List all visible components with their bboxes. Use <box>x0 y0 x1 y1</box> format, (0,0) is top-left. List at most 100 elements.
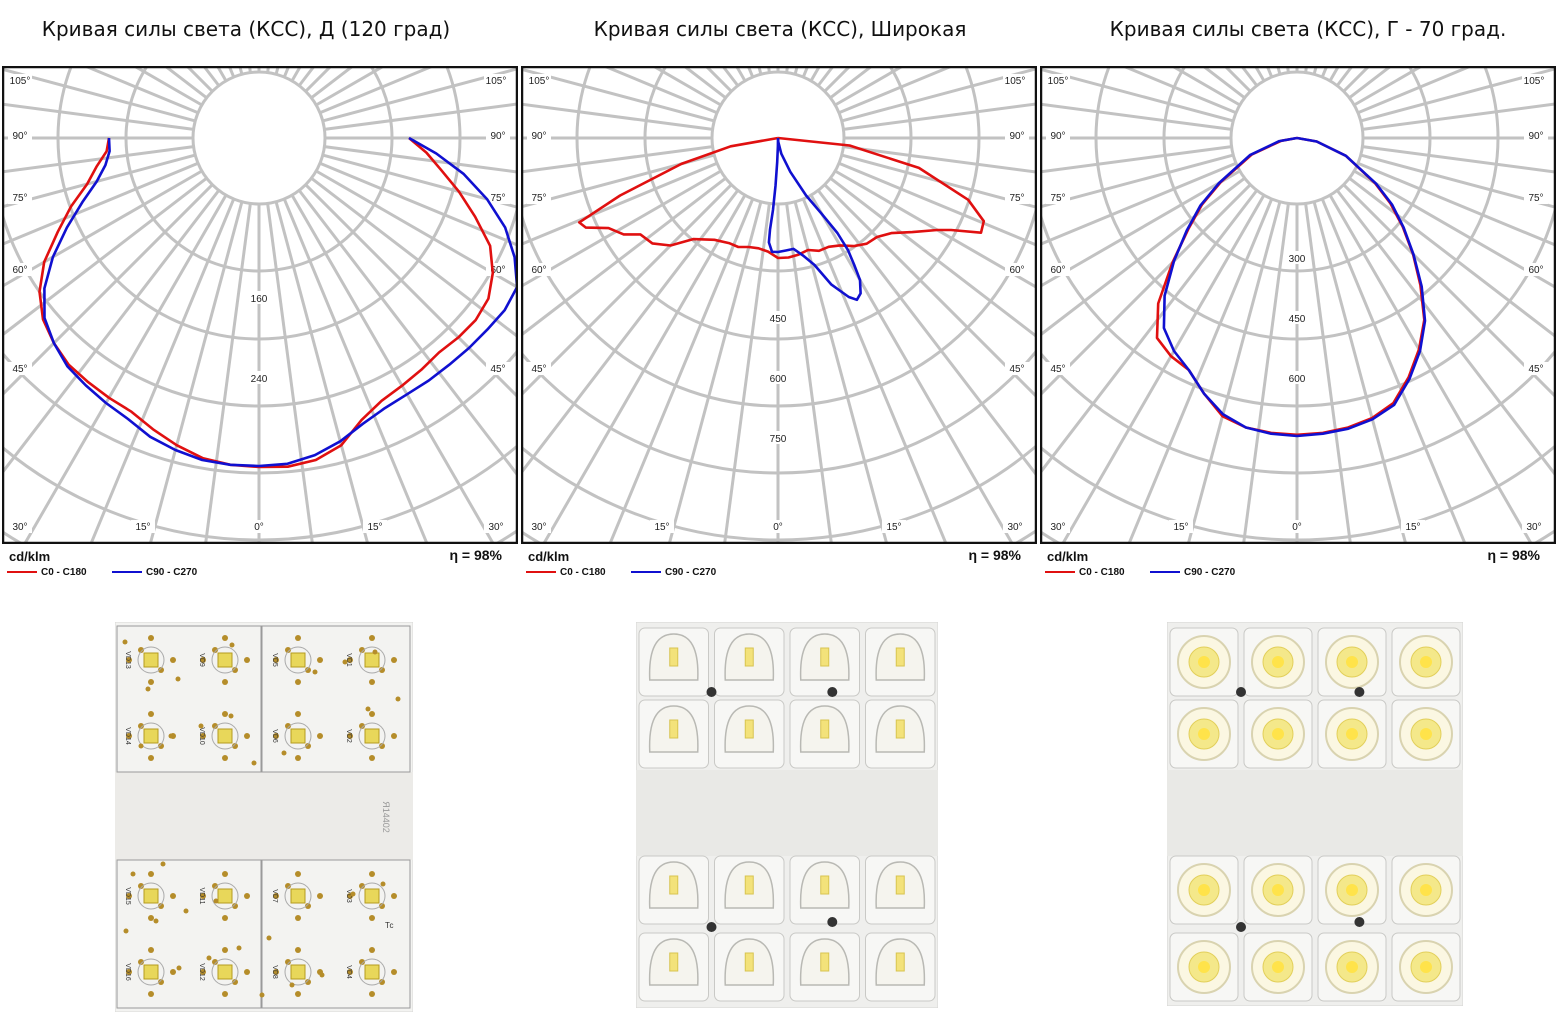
solder-pad <box>273 893 279 899</box>
grid-spoke <box>3 169 203 288</box>
led-emitter <box>1272 728 1284 740</box>
angle-tick-label: 60° <box>1009 265 1024 276</box>
angle-label-bg <box>1524 362 1548 375</box>
solder-pad <box>222 871 228 877</box>
chart-title-1: Кривая силы света (КСС), Д (120 град) <box>41 17 451 41</box>
led-outline <box>211 722 239 750</box>
solder-pad <box>183 908 189 914</box>
solder-pad <box>212 959 218 965</box>
led-chip <box>364 888 380 904</box>
solder-pad <box>232 667 238 673</box>
solder-pad <box>158 667 164 673</box>
led-board-lens-narrow-drawing <box>1167 622 1463 1006</box>
led-chip <box>290 888 306 904</box>
polar-chart-panel-1: 105° 90° 75° 60° 45° 30° 15° 0° 15° 30° 45° 60° 75° 9… <box>2 66 518 544</box>
solder-pad <box>273 657 279 663</box>
polar-chart-1: 105° 90° 75° 60° 45° 30° 15° 0° 15° 30° 45° 60° 75° 9… <box>2 66 518 544</box>
solder-pad <box>305 903 311 909</box>
led-chip <box>143 888 159 904</box>
grid-spoke <box>322 67 517 123</box>
solder-pad <box>342 659 348 665</box>
radial-label-bg <box>246 291 272 304</box>
solder-pad <box>148 679 154 685</box>
led-designator: VD2 <box>345 729 352 743</box>
angle-tick-label: 75° <box>1528 193 1543 204</box>
angle-tick-label: 30° <box>488 522 503 533</box>
angle-label-bg <box>1524 191 1548 204</box>
grid-spoke <box>23 194 228 543</box>
led-board-photo-lens-narrow <box>1167 622 1463 1006</box>
grid-spoke <box>3 189 221 475</box>
legend-swatch-red <box>526 571 556 573</box>
legend-swatch-red <box>1045 571 1075 573</box>
angle-tick-label: 15° <box>135 522 150 533</box>
grid-spoke <box>1242 203 1290 543</box>
angle-label-bg <box>650 520 674 533</box>
angle-tick-label: 45° <box>531 364 546 375</box>
grid-spoke <box>3 153 196 209</box>
grid-spoke <box>1041 161 1237 246</box>
grid-spoke <box>522 189 740 475</box>
grid-spoke <box>290 194 495 543</box>
solder-pad <box>359 723 365 729</box>
grid-spoke <box>319 161 517 247</box>
angle-label-bg <box>8 191 32 204</box>
legend-item-c90: C90 - C270 <box>631 565 716 579</box>
grid-spoke <box>319 67 435 115</box>
led-outline <box>284 958 312 986</box>
grid-spoke <box>1353 169 1555 289</box>
thermal-point-label: Тс <box>385 921 393 930</box>
solder-pad <box>158 743 164 749</box>
solder-pad <box>295 915 301 921</box>
solder-pad <box>317 733 323 739</box>
legend-swatch-blue <box>112 571 142 573</box>
led-designator: VD13 <box>124 651 131 669</box>
grid-spoke <box>793 201 889 543</box>
angle-tick-label: 45° <box>12 364 27 375</box>
grid-spoke <box>838 67 954 115</box>
grid-spoke <box>1041 67 1234 123</box>
solder-pad <box>148 755 154 761</box>
solder-pad <box>168 733 174 739</box>
led-emitter <box>895 647 905 667</box>
solder-pad <box>170 969 176 975</box>
angle-label-bg <box>1005 129 1029 142</box>
led-designator: VD12 <box>198 963 205 981</box>
legend-label: C90 - C270 <box>146 566 198 578</box>
grid-spoke <box>266 203 314 543</box>
solder-pad <box>148 991 154 997</box>
angle-label-bg <box>8 520 32 533</box>
led-emitter <box>1272 656 1284 668</box>
solder-pad <box>244 657 250 663</box>
solder-pad <box>138 647 144 653</box>
grid-spoke <box>1348 176 1555 338</box>
angle-tick-label: 90° <box>490 131 505 142</box>
chart-footer-1: cd/klm η = 98% C0 - C180 C90 - C270 <box>2 546 518 582</box>
solder-pad <box>347 969 353 975</box>
angle-tick-label: 30° <box>1526 522 1541 533</box>
solder-pad <box>213 898 219 904</box>
radial-value-label: 450 <box>770 314 787 325</box>
led-outline <box>137 958 165 986</box>
led-outline <box>137 882 165 910</box>
angle-label-bg <box>1169 520 1193 533</box>
angle-label-bg <box>8 74 32 87</box>
polar-chart-3: 105° 90° 75° 60° 45° 30° 15° 0° 15° 30° 45° 60° 75° 9… <box>1040 66 1556 544</box>
angle-label-bg <box>527 520 551 533</box>
solder-pad <box>200 893 206 899</box>
grid-spoke <box>324 102 517 131</box>
led-emitter <box>669 952 679 972</box>
solder-pad <box>319 972 325 978</box>
polar-chart-panel-2: 105° 90° 75° 60° 45° 30° 15° 0° 15° 30° 45° 60° 75° 9… <box>521 66 1037 544</box>
led-designator: VD15 <box>124 887 131 905</box>
solder-pad <box>379 667 385 673</box>
angle-label-bg <box>527 362 551 375</box>
angle-tick-label: 15° <box>367 522 382 533</box>
solder-pad <box>305 979 311 985</box>
solder-pad <box>126 657 132 663</box>
solder-pad <box>259 992 265 998</box>
led-outline <box>284 722 312 750</box>
grid-spoke <box>282 198 429 543</box>
solder-pad <box>359 647 365 653</box>
solder-pad <box>158 979 164 985</box>
